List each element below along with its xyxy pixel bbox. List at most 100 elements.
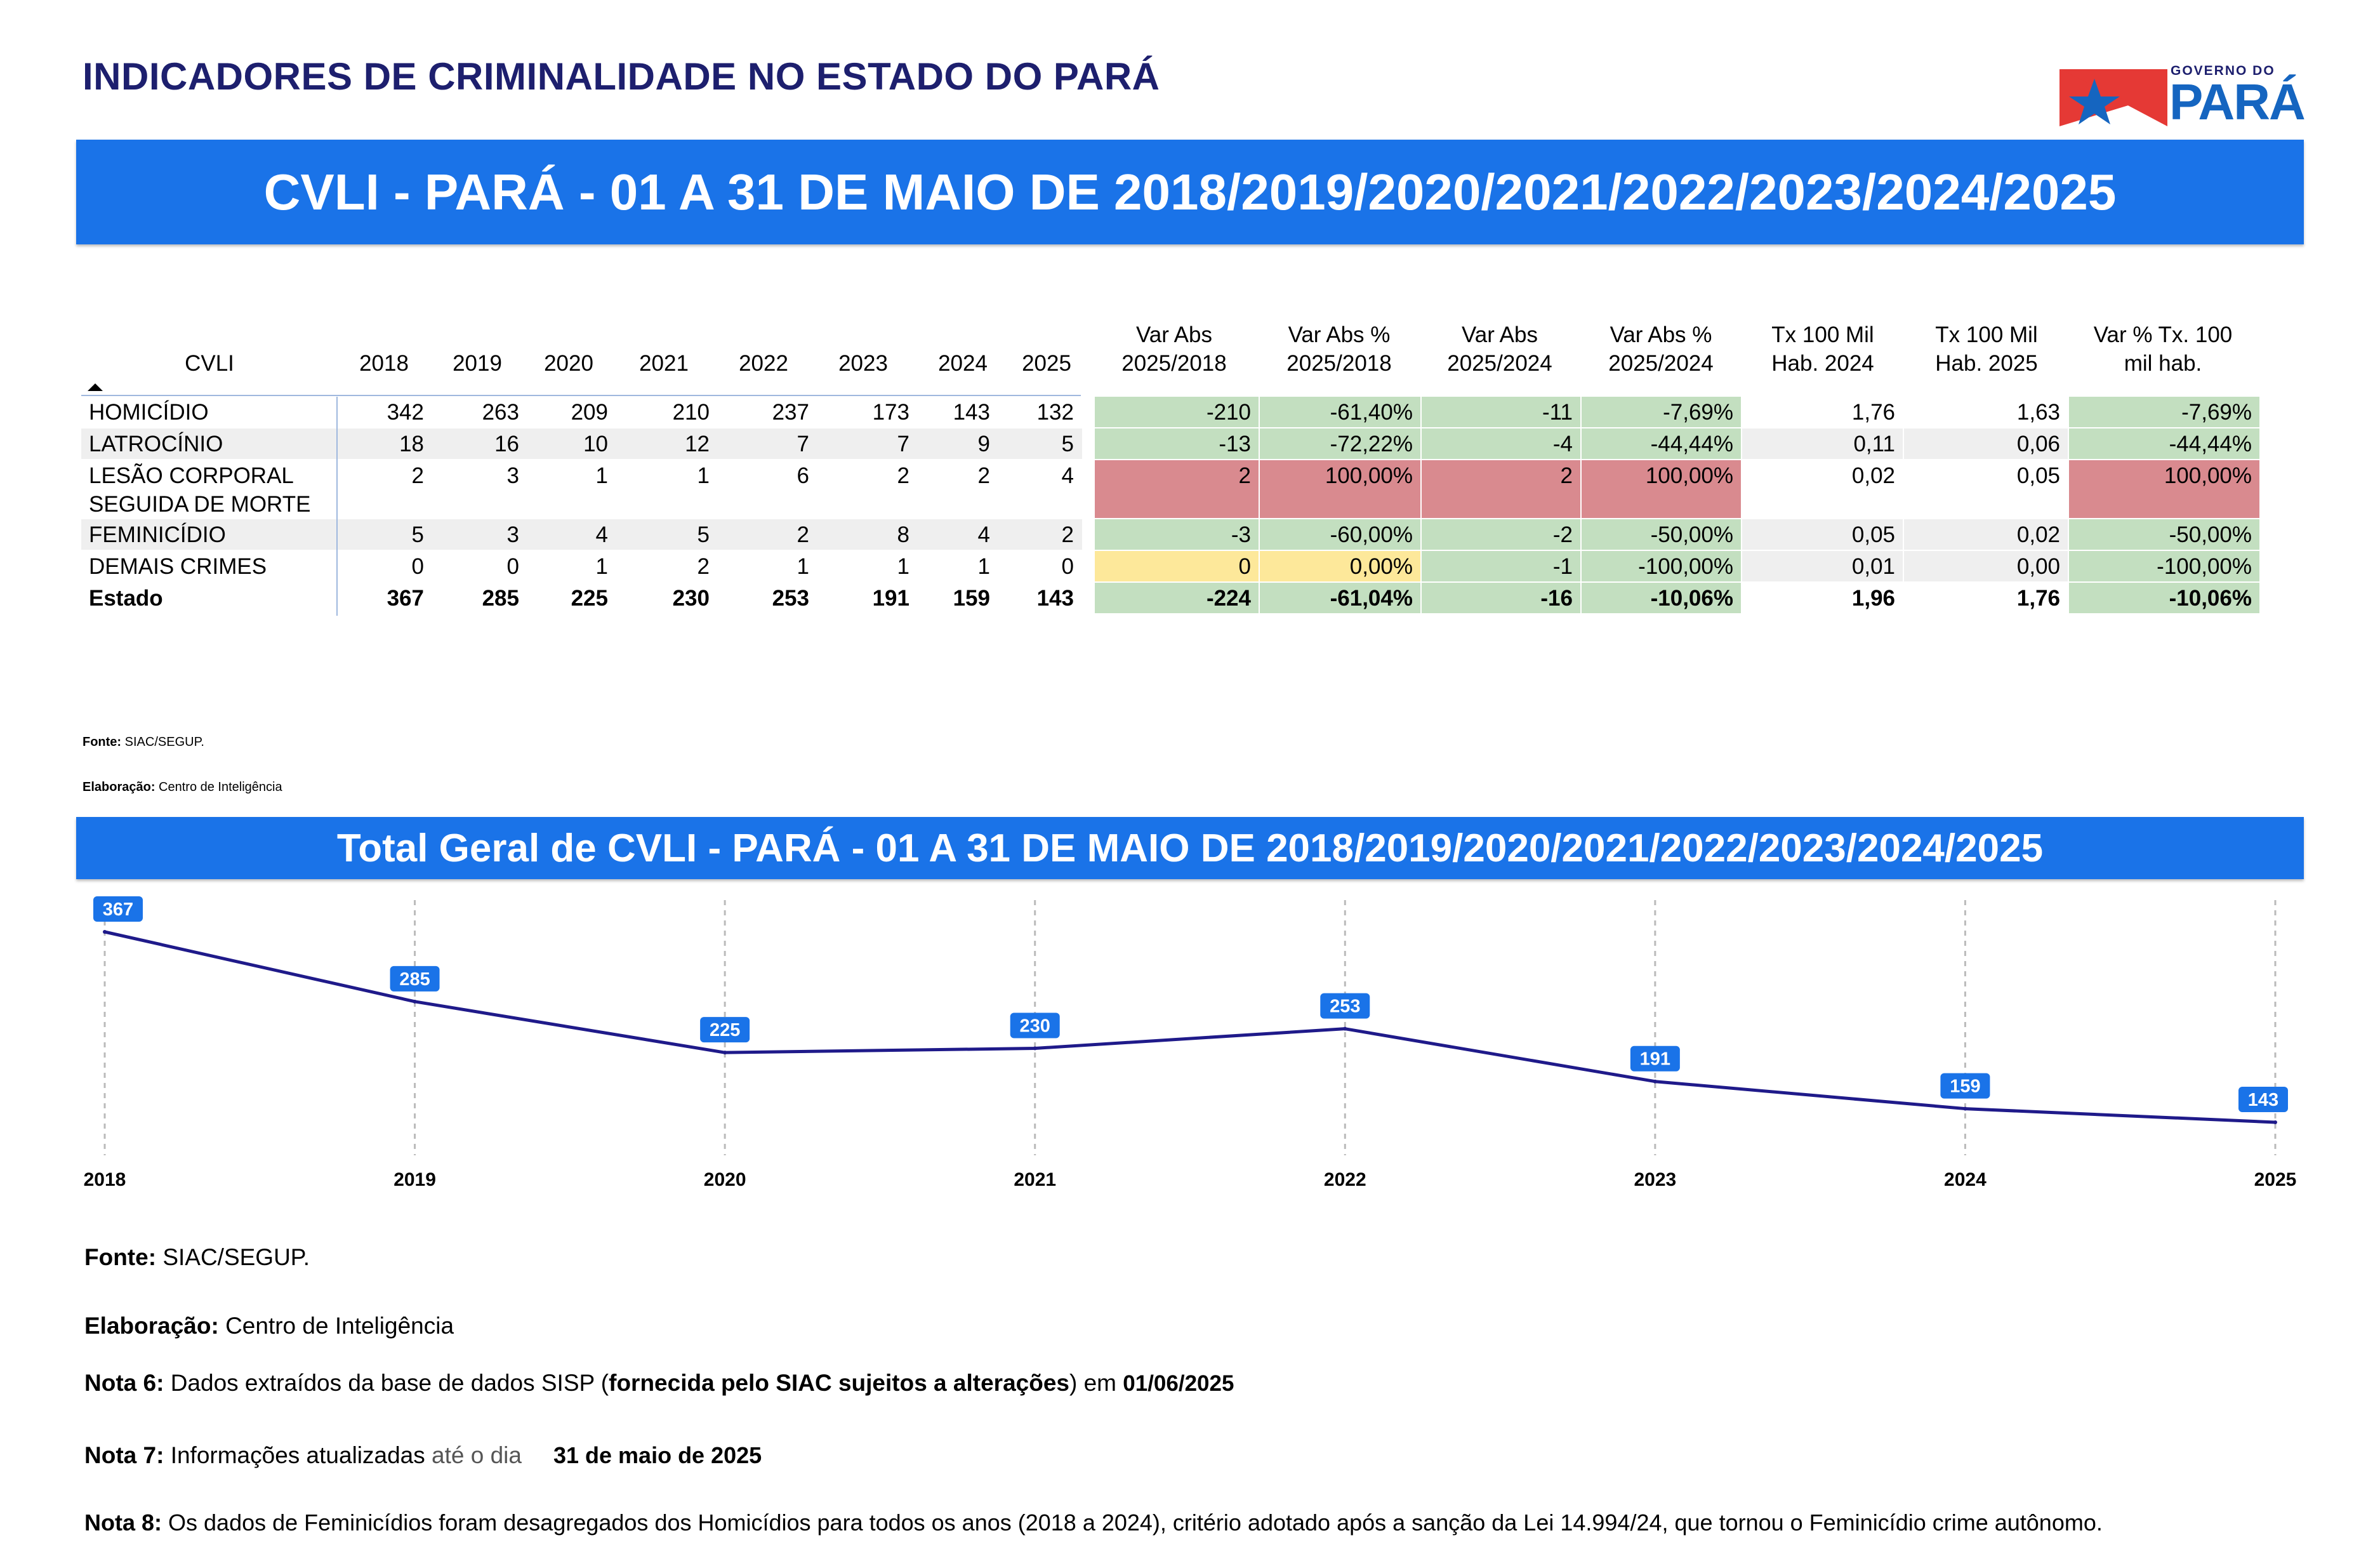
data-label: 191 [1640,1049,1670,1070]
cell-background [1260,397,1420,427]
header-var-abs-2024: Var Abs [1462,322,1538,347]
cell-var-pct-2018: -61,40% [1330,400,1413,425]
cell-background [1095,551,1259,581]
cell-background [1095,583,1259,613]
row-label: Estado [89,586,163,611]
cell-background [1260,428,1420,459]
cell-var-pct-2018: -72,22% [1330,432,1413,456]
cell-var-pct-2018: -61,04% [1330,586,1413,611]
data-label-box [700,1017,750,1043]
cell-var-abs-2018: 0 [1238,554,1251,579]
sort-arrow-icon[interactable] [88,383,103,391]
x-tick-label: 2019 [393,1169,436,1190]
header-var-abs-2018-2: 2025/2018 [1121,351,1227,376]
cell-background [1422,460,1580,518]
x-tick-label: 2020 [704,1169,746,1190]
data-label-box [93,896,143,922]
cell-value: 225 [571,586,608,611]
cell-value: 2 [697,554,710,579]
cell-background [1742,519,1903,550]
header-var-pct-2024-2: 2025/2024 [1608,351,1714,376]
cell-var-pct-2018: -60,00% [1330,522,1413,547]
para-flag-icon [2059,69,2167,126]
cell-background [1422,551,1580,581]
data-point [103,930,107,934]
data-point [1963,1106,1967,1111]
small-fonte: Fonte: SIAC/SEGUP. [83,735,204,749]
cell-background [1582,460,1741,518]
header-year-2021: 2021 [639,351,689,376]
footer-nota6: Nota 6: Dados extraídos da base de dados… [84,1370,1234,1396]
data-label: 143 [2248,1090,2278,1110]
cell-value: 7 [797,432,809,456]
cell-background [2069,397,2259,427]
cell-value: 4 [977,522,990,547]
logo-para-text: PARÁ [2169,74,2306,130]
header-var-tx: Var % Tx. 100 [2093,322,2233,347]
x-tick-label: 2018 [84,1169,126,1190]
cell-tx-2025: 0,02 [2016,522,2060,547]
cell-value: 16 [494,432,519,456]
cell-var-tx: -100,00% [2157,554,2252,579]
cell-value: 5 [697,522,710,547]
cell-background [1422,583,1580,613]
cell-var-abs-2018: 2 [1238,463,1251,488]
cell-background [1260,583,1420,613]
cell-value: 143 [1036,586,1074,611]
cell-background [1095,519,1259,550]
cell-tx-2024: 0,05 [1851,522,1895,547]
cell-var-pct-2024: -10,06% [1650,586,1733,611]
cell-background [2069,519,2259,550]
logo-governo-text: GOVERNO DO [2171,63,2275,78]
cell-value: 2 [1061,522,1074,547]
x-tick-label: 2025 [2254,1169,2297,1190]
header-year-2022: 2022 [739,351,788,376]
cell-tx-2025: 0,06 [2016,432,2060,456]
cell-background [1742,428,1903,459]
cell-var-tx: -7,69% [2181,400,2252,425]
cell-var-tx: -50,00% [2169,522,2252,547]
row-label: LATROCÍNIO [89,432,223,456]
cell-value: 263 [482,400,519,425]
cell-value: 253 [772,586,809,611]
cell-tx-2025: 1,63 [2016,400,2060,425]
header-year-2025: 2025 [1022,351,1071,376]
cell-value: 159 [953,586,990,611]
cell-tx-2024: 1,76 [1851,400,1895,425]
data-label-box [1320,993,1370,1019]
cell-background [1260,519,1420,550]
cell-value: 6 [797,463,809,488]
data-label-box [2238,1087,2288,1112]
cell-value: 230 [672,586,710,611]
data-label-box [1940,1073,1990,1099]
row-label: HOMICÍDIO [89,400,209,425]
data-point [2273,1120,2277,1124]
cell-tx-2024: 0,01 [1851,554,1895,579]
cell-value: 1 [897,554,909,579]
cell-var-abs-2018: -224 [1206,586,1251,611]
header-tx-2025-2: Hab. 2025 [1935,351,2038,376]
cell-value: 3 [506,463,519,488]
header-var-tx-2: mil hab. [2124,351,2202,376]
cell-background [1582,397,1741,427]
header-year-2020: 2020 [544,351,593,376]
cell-background [1422,428,1580,459]
cell-var-abs-2024: -11 [1542,400,1573,425]
cell-value: 3 [506,522,519,547]
header-divider [81,395,1081,396]
cell-background [2069,551,2259,581]
header-tx-2024-2: Hab. 2024 [1771,351,1874,376]
cell-value: 12 [685,432,710,456]
cell-tx-2025: 1,76 [2016,586,2060,611]
cell-value: 9 [977,432,990,456]
footer-fonte: Fonte: SIAC/SEGUP. [84,1244,310,1270]
cell-var-pct-2018: 0,00% [1349,554,1413,579]
cell-tx-2024: 0,11 [1853,432,1895,456]
cell-value: 5 [1061,432,1074,456]
data-label-box [1630,1045,1680,1072]
cell-background [1582,583,1741,613]
cell-value: 191 [872,586,909,611]
cell-var-tx: -10,06% [2169,586,2252,611]
cell-background [1095,460,1259,518]
footer-elaboracao: Elaboração: Centro de Inteligência [84,1313,454,1339]
